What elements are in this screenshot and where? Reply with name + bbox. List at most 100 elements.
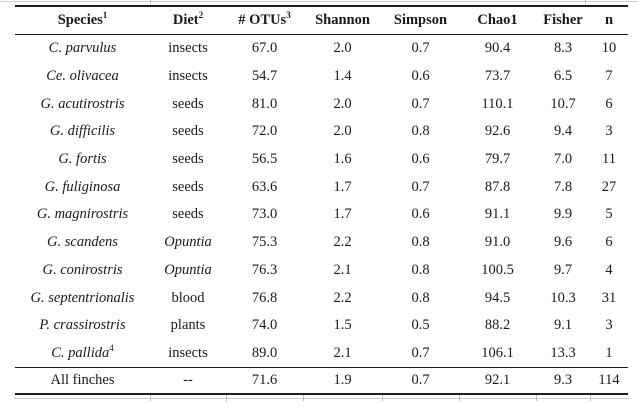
col-header-label: Simpson xyxy=(393,12,448,28)
col-header-label: # OTUs xyxy=(238,12,287,28)
table-row: C. parvulus insects 67.0 2.0 0.7 90.4 8.… xyxy=(15,35,628,63)
species-name: G. acutirostris xyxy=(40,95,125,112)
col-header-simpson: Simpson xyxy=(382,5,459,35)
residual-grid-tick xyxy=(226,395,227,401)
cell-otus: 63.6 xyxy=(251,178,278,195)
cell-n: 5 xyxy=(605,206,613,223)
cell-n: 3 xyxy=(605,123,613,140)
col-header-label: Chao1 xyxy=(477,12,518,28)
cell-otus: 75.3 xyxy=(251,234,278,251)
col-header-label: Diet xyxy=(172,12,199,28)
cell-shannon: 1.9 xyxy=(303,367,382,396)
cell-fisher: 6.5 xyxy=(553,68,573,85)
residual-grid-tick xyxy=(459,395,460,401)
cell-chao1: 92.1 xyxy=(459,367,536,396)
col-header-superscript: 1 xyxy=(102,10,108,21)
cell-fisher: 7.0 xyxy=(553,151,573,168)
diet-value: seeds xyxy=(172,123,204,140)
table-row: G. acutirostris seeds 81.0 2.0 0.7 110.1… xyxy=(15,90,628,118)
cell-species: C. pallida4 xyxy=(15,340,150,368)
cell-fisher: 9.3 xyxy=(536,367,590,396)
species-name: G. conirostris xyxy=(42,261,123,278)
cell-simpson: 0.8 xyxy=(411,261,430,278)
col-header-diet: Diet2 xyxy=(150,5,226,35)
diversity-table: Species1 Diet2 # OTUs3 Shannon Simpson C… xyxy=(15,5,628,396)
table-row: P. crassirostris plants 74.0 1.5 0.5 88.… xyxy=(15,312,628,340)
cell-chao1: 91.0 xyxy=(484,234,511,251)
cell-n: 6 xyxy=(605,234,613,251)
cell-shannon: 2.0 xyxy=(333,123,352,140)
table-header: Species1 Diet2 # OTUs3 Shannon Simpson C… xyxy=(15,5,628,35)
cell-diet: Opuntia xyxy=(150,257,226,285)
cell-chao1: 92.6 xyxy=(484,123,511,140)
cell-fisher: 9.6 xyxy=(553,234,573,251)
cell-n: 6 xyxy=(605,95,613,112)
col-header-superscript: 2 xyxy=(198,10,204,21)
cell-diet: insects xyxy=(150,35,226,63)
col-header-label: Fisher xyxy=(543,12,583,28)
cell-diet: -- xyxy=(150,367,226,396)
species-name: Ce. olivacea xyxy=(46,68,119,85)
cell-simpson: 0.8 xyxy=(411,289,430,306)
cell-diet: seeds xyxy=(150,118,226,146)
cell-shannon: 1.7 xyxy=(333,178,352,195)
cell-diet: insects xyxy=(150,63,226,91)
cell-chao1: 79.7 xyxy=(484,151,511,168)
diet-value: seeds xyxy=(172,178,204,195)
cell-species: C. parvulus xyxy=(15,35,150,63)
cell-species: G. fuliginosa xyxy=(15,173,150,201)
cell-shannon: 1.5 xyxy=(333,317,352,334)
cell-shannon: 2.0 xyxy=(333,95,352,112)
cell-shannon: 2.0 xyxy=(333,40,352,57)
species-name: G. magnirostris xyxy=(36,206,129,223)
cell-species: Ce. olivacea xyxy=(15,63,150,91)
diet-value: Opuntia xyxy=(164,234,212,251)
cell-chao1: 88.2 xyxy=(484,317,511,334)
cell-shannon: 2.1 xyxy=(333,261,352,278)
cell-chao1: 90.4 xyxy=(484,40,511,57)
cell-otus: 56.5 xyxy=(251,151,278,168)
cell-species: G. fortis xyxy=(15,146,150,174)
table-row: G. difficilis seeds 72.0 2.0 0.8 92.6 9.… xyxy=(15,118,628,146)
col-header-label: Species xyxy=(57,12,103,28)
cell-otus: 73.0 xyxy=(251,206,278,223)
species-name: G. difficilis xyxy=(49,123,116,140)
cell-diet: Opuntia xyxy=(150,229,226,257)
species-name: All finches xyxy=(50,372,115,389)
table-row: C. pallida4 insects 89.0 2.1 0.7 106.1 1… xyxy=(15,340,628,368)
cell-fisher: 9.9 xyxy=(553,206,573,223)
cell-fisher: 9.1 xyxy=(553,317,573,334)
cell-simpson: 0.7 xyxy=(411,344,430,361)
cell-n: 10 xyxy=(601,40,617,57)
col-header-otus: # OTUs3 xyxy=(226,5,303,35)
cell-otus: 67.0 xyxy=(251,40,278,57)
col-header-fisher: Fisher xyxy=(536,5,590,35)
col-header-species: Species1 xyxy=(15,5,150,35)
species-superscript: 4 xyxy=(109,343,114,354)
cell-diet: seeds xyxy=(150,173,226,201)
species-name: P. crassirostris xyxy=(39,317,126,334)
cell-otus: 76.3 xyxy=(251,261,278,278)
cell-simpson: 0.7 xyxy=(411,178,430,195)
cell-species: All finches xyxy=(15,367,150,396)
cell-species: G. acutirostris xyxy=(15,90,150,118)
cell-simpson: 0.8 xyxy=(411,123,430,140)
cell-simpson: 0.8 xyxy=(411,234,430,251)
residual-grid-tick xyxy=(382,395,383,401)
cell-species: G. scandens xyxy=(15,229,150,257)
cell-n: 27 xyxy=(601,178,617,195)
cell-simpson: 0.6 xyxy=(411,206,430,223)
cell-diet: seeds xyxy=(150,201,226,229)
cell-diet: seeds xyxy=(150,90,226,118)
species-name: G. fortis xyxy=(58,151,107,168)
table-row: G. septentrionalis blood 76.8 2.2 0.8 94… xyxy=(15,284,628,312)
cell-otus: 76.8 xyxy=(251,289,278,306)
cell-fisher: 7.8 xyxy=(553,178,573,195)
cell-diet: blood xyxy=(150,284,226,312)
diet-value: insects xyxy=(168,68,208,85)
cell-otus: 89.0 xyxy=(251,344,278,361)
cell-simpson: 0.6 xyxy=(411,68,430,85)
diet-value: insects xyxy=(168,40,208,57)
table-row: Ce. olivacea insects 54.7 1.4 0.6 73.7 6… xyxy=(15,63,628,91)
table-row: G. conirostris Opuntia 76.3 2.1 0.8 100.… xyxy=(15,257,628,285)
